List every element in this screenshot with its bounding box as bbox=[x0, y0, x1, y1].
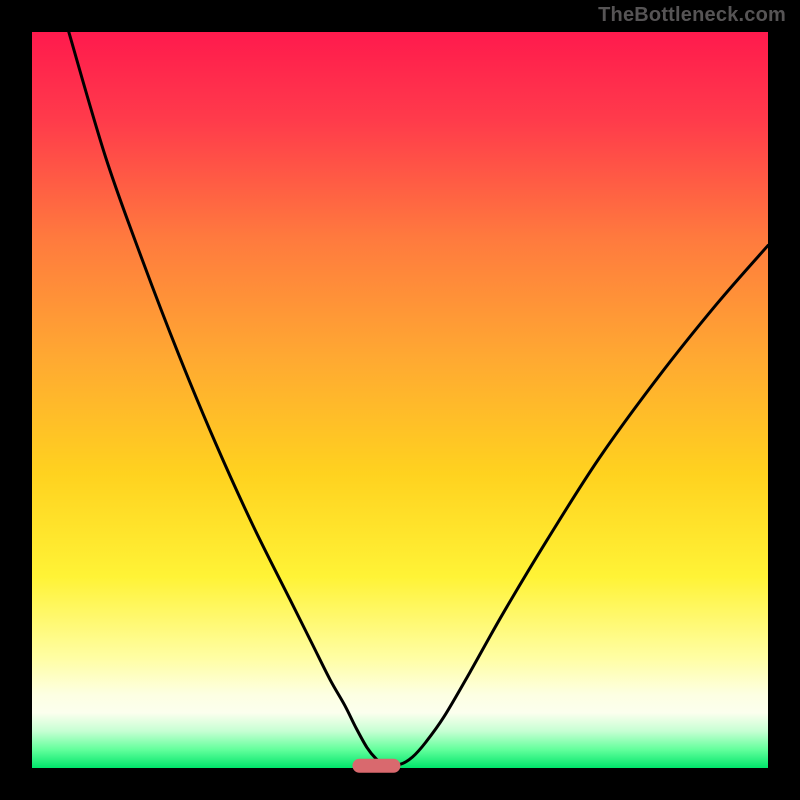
chart-container: TheBottleneck.com bbox=[0, 0, 800, 800]
bottleneck-chart bbox=[0, 0, 800, 800]
watermark-text: TheBottleneck.com bbox=[598, 4, 786, 27]
plot-area bbox=[32, 32, 768, 768]
optimal-point-marker bbox=[352, 759, 400, 773]
